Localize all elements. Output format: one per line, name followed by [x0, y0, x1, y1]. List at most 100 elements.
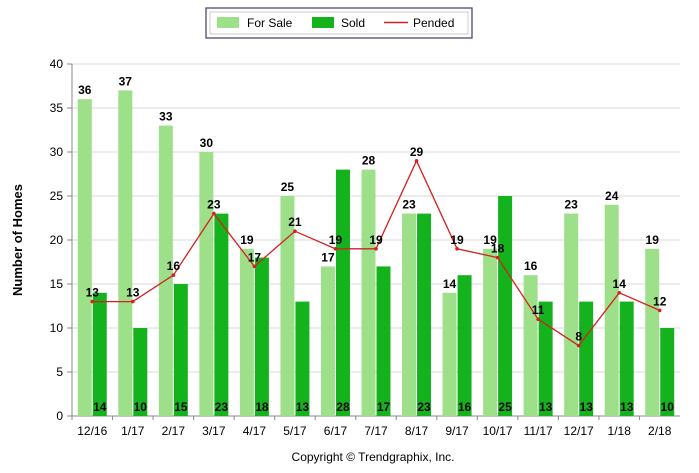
- y-tick-label: 35: [50, 101, 64, 115]
- bar-sold: [619, 301, 634, 416]
- pended-line: [90, 159, 662, 348]
- x-tick-label: 8/17: [405, 424, 429, 438]
- x-tick-label: 3/17: [202, 424, 226, 438]
- bar-sold: [579, 301, 594, 416]
- y-tick-label: 0: [56, 409, 63, 423]
- label-sold: 15: [174, 400, 188, 414]
- pended-point: [333, 247, 338, 251]
- label-for-sale: 23: [402, 198, 416, 212]
- label-pended: 8: [575, 330, 582, 344]
- label-sold: 23: [417, 400, 431, 414]
- bar-for-sale: [645, 248, 660, 416]
- legend-label-for-sale: For Sale: [247, 16, 293, 30]
- pended-point: [171, 273, 176, 278]
- bar-for-sale: [280, 196, 295, 416]
- bar-for-sale: [442, 292, 457, 416]
- label-for-sale: 14: [443, 277, 457, 291]
- bar-for-sale: [361, 169, 376, 416]
- bar-sold: [376, 266, 391, 416]
- pended-point: [374, 247, 378, 251]
- pended-point: [617, 291, 621, 295]
- bar-for-sale: [239, 248, 254, 416]
- x-tick-label: 5/17: [283, 424, 307, 438]
- y-tick-label: 15: [50, 277, 64, 291]
- label-sold: 23: [215, 400, 229, 414]
- legend-inner-border: [209, 11, 469, 35]
- y-tick-label: 20: [50, 233, 64, 247]
- bar-sold: [457, 275, 472, 416]
- x-tick-label: 1/17: [121, 424, 145, 438]
- label-pended: 16: [167, 259, 181, 273]
- x-tick-label: 11/17: [524, 424, 553, 438]
- label-for-sale: 36: [78, 83, 92, 97]
- label-pended: 23: [207, 198, 221, 212]
- bar-for-sale: [604, 204, 619, 416]
- label-pended: 13: [126, 286, 140, 300]
- bars: [77, 90, 675, 417]
- label-pended: 13: [86, 286, 100, 300]
- label-for-sale: 19: [483, 233, 497, 247]
- gridlines: [72, 63, 680, 373]
- label-for-sale: 19: [240, 233, 254, 247]
- label-pended: 19: [369, 233, 383, 247]
- label-sold: 16: [458, 400, 472, 414]
- label-for-sale: 28: [362, 154, 376, 168]
- label-sold: 28: [336, 400, 350, 414]
- label-for-sale: 25: [281, 180, 295, 194]
- label-for-sale: 23: [564, 198, 578, 212]
- label-for-sale: 19: [646, 233, 660, 247]
- label-sold: 14: [93, 400, 107, 414]
- y-axis-title: Number of Homes: [10, 184, 25, 296]
- pended-point: [455, 247, 459, 251]
- pended-point: [495, 255, 500, 260]
- label-sold: 10: [134, 400, 148, 414]
- pended-point: [212, 211, 216, 216]
- label-for-sale: 37: [119, 74, 133, 88]
- bar-for-sale: [118, 90, 133, 417]
- bar-sold: [92, 292, 107, 416]
- label-sold: 17: [377, 400, 391, 414]
- x-tick-label: 7/17: [364, 424, 388, 438]
- label-sold: 13: [539, 400, 553, 414]
- bar-for-sale: [523, 275, 538, 416]
- copyright-text: Copyright © Trendgraphix, Inc.: [292, 450, 455, 464]
- label-sold: 18: [255, 400, 269, 414]
- bar-sold: [660, 328, 675, 416]
- label-pended: 14: [613, 277, 627, 291]
- label-pended: 19: [329, 233, 343, 247]
- pended-point: [576, 343, 581, 348]
- x-tick-label: 12/17: [564, 424, 594, 438]
- label-pended: 29: [410, 145, 424, 159]
- y-tick-label: 40: [50, 57, 64, 71]
- pended-point: [131, 299, 135, 304]
- label-pended: 19: [450, 233, 464, 247]
- y-tick-label: 5: [56, 365, 63, 379]
- bar-for-sale: [77, 99, 92, 416]
- bar-for-sale: [320, 266, 335, 416]
- x-tick-label: 9/17: [445, 424, 469, 438]
- label-for-sale: 33: [159, 110, 173, 124]
- label-for-sale: 16: [524, 259, 538, 273]
- bar-for-sale: [402, 213, 417, 416]
- bar-sold: [498, 196, 513, 416]
- label-pended: 18: [491, 242, 505, 256]
- y-tick-label: 30: [50, 145, 64, 159]
- bar-for-sale: [158, 125, 173, 416]
- x-tick-label: 2/18: [648, 424, 672, 438]
- legend-swatch-for-sale: [217, 17, 239, 28]
- label-pended: 11: [532, 303, 545, 317]
- bar-sold: [214, 213, 229, 416]
- pended-point: [252, 264, 257, 269]
- legend-swatch-sold: [312, 17, 334, 28]
- x-tick-label: 6/17: [324, 424, 348, 438]
- bar-sold: [254, 257, 269, 416]
- label-sold: 13: [579, 400, 593, 414]
- y-tick-label: 25: [50, 189, 64, 203]
- bar-sold: [133, 328, 148, 416]
- label-sold: 13: [620, 400, 634, 414]
- bar-sold: [173, 284, 188, 416]
- legend: For Sale Sold Pended: [205, 7, 473, 39]
- bar-sold: [335, 169, 350, 416]
- legend-label-pended: Pended: [413, 16, 454, 30]
